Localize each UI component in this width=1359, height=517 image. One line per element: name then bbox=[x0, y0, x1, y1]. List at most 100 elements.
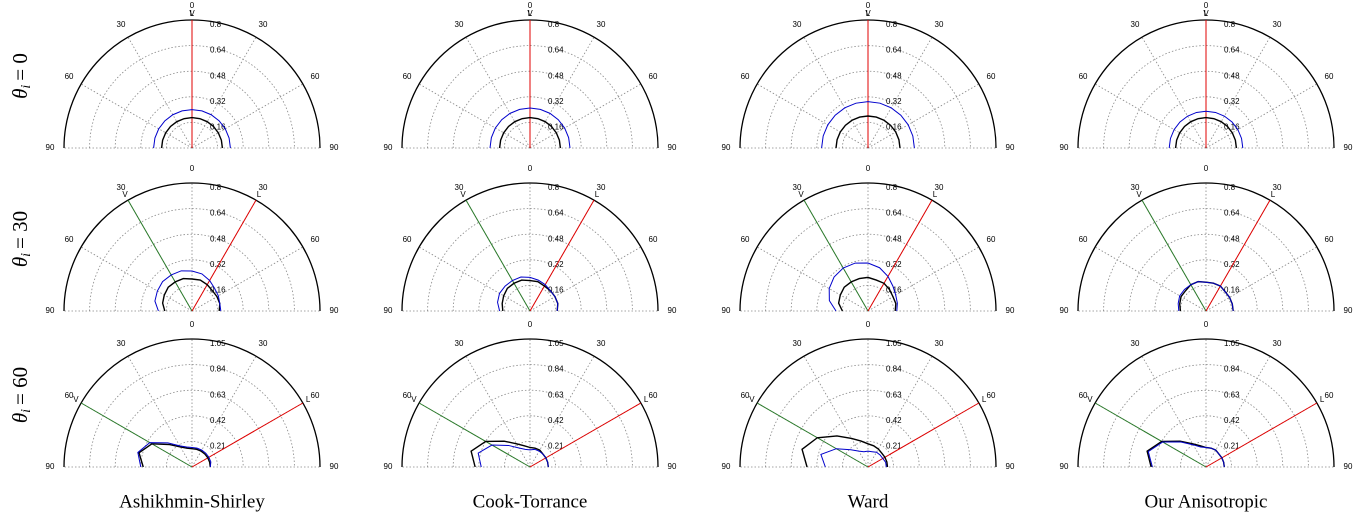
grid-ring bbox=[427, 208, 633, 312]
theta-tick-label: 90 bbox=[46, 306, 55, 315]
grid-ring bbox=[89, 45, 295, 149]
r-tick-label: 1.05 bbox=[210, 339, 226, 348]
grid-ring bbox=[89, 208, 295, 312]
r-tick-label: 0.63 bbox=[210, 390, 226, 399]
r-tick-label: 0.32 bbox=[548, 260, 564, 269]
r-tick-label: 0.48 bbox=[886, 234, 902, 243]
brdf-curve bbox=[137, 442, 212, 468]
brdf-curve bbox=[498, 116, 562, 149]
grid-spoke bbox=[1141, 36, 1207, 149]
theta-tick-label: 60 bbox=[1079, 235, 1088, 244]
theta-tick-label: 30 bbox=[793, 339, 802, 348]
grid-spoke bbox=[529, 83, 642, 149]
r-tick-label: 0.16 bbox=[210, 286, 226, 295]
grid-spoke bbox=[418, 83, 531, 149]
r-tick-label: 0.16 bbox=[548, 123, 564, 132]
grid-ring bbox=[765, 45, 971, 149]
r-tick-label: 0.84 bbox=[210, 365, 226, 374]
r-tick-label: 0.32 bbox=[210, 260, 226, 269]
theta-tick-label: 60 bbox=[403, 391, 412, 400]
brdf-curve bbox=[161, 277, 221, 312]
theta-tick-label: 0 bbox=[866, 320, 871, 329]
grid-spoke bbox=[1205, 355, 1271, 468]
outer-ring bbox=[401, 182, 659, 312]
theta-tick-label: 90 bbox=[46, 143, 55, 152]
theta-tick-label: 60 bbox=[987, 235, 996, 244]
row-subscript: i bbox=[19, 409, 34, 413]
grid-ring bbox=[140, 259, 244, 312]
brdf-curve bbox=[154, 270, 222, 312]
view-label: V bbox=[1203, 9, 1209, 18]
grid-spoke bbox=[803, 355, 869, 468]
r-tick-label: 0.21 bbox=[210, 442, 226, 451]
r-tick-label: 0.63 bbox=[1224, 390, 1240, 399]
light-label: L bbox=[982, 395, 987, 404]
r-tick-label: 0.32 bbox=[210, 97, 226, 106]
r-tick-label: 1.05 bbox=[1224, 339, 1240, 348]
brdf-curve bbox=[1174, 116, 1238, 149]
grid-spoke bbox=[756, 83, 869, 149]
grid-spoke bbox=[803, 36, 869, 149]
grid-spoke bbox=[191, 36, 257, 149]
grid-ring bbox=[816, 415, 920, 468]
theta-tick-label: 30 bbox=[793, 20, 802, 29]
r-tick-label: 0.8 bbox=[1224, 20, 1236, 29]
theta-tick-label: 60 bbox=[1325, 235, 1334, 244]
light-direction bbox=[867, 402, 980, 468]
grid-spoke bbox=[867, 83, 980, 149]
theta-tick-label: 30 bbox=[259, 20, 268, 29]
theta-tick-label: 30 bbox=[455, 183, 464, 192]
outer-ring bbox=[1077, 182, 1335, 312]
grid-spoke bbox=[191, 355, 257, 468]
r-tick-label: 0.8 bbox=[210, 183, 222, 192]
light-direction bbox=[191, 199, 257, 312]
theta-tick-label: 60 bbox=[987, 72, 996, 81]
light-direction bbox=[529, 402, 642, 468]
theta-tick-label: 30 bbox=[597, 339, 606, 348]
theta-tick-label: 30 bbox=[1273, 20, 1282, 29]
light-direction bbox=[1205, 199, 1271, 312]
theta-tick-label: 90 bbox=[330, 306, 339, 315]
brdf-curve bbox=[138, 443, 211, 468]
r-tick-label: 0.48 bbox=[1224, 234, 1240, 243]
light-label: L bbox=[1320, 395, 1325, 404]
r-tick-label: 0.48 bbox=[886, 71, 902, 80]
theta-tick-label: 90 bbox=[668, 462, 677, 471]
r-tick-label: 0.32 bbox=[548, 97, 564, 106]
theta-tick-label: 90 bbox=[384, 306, 393, 315]
grid-ring bbox=[816, 96, 920, 149]
theta-tick-label: 30 bbox=[117, 183, 126, 192]
grid-spoke bbox=[529, 355, 595, 468]
grid-ring bbox=[1103, 45, 1309, 149]
view-label: V bbox=[865, 9, 871, 18]
r-tick-label: 0.32 bbox=[1224, 97, 1240, 106]
grid-spoke bbox=[1094, 246, 1207, 312]
theta-tick-label: 0 bbox=[190, 1, 195, 10]
theta-tick-label: 60 bbox=[649, 72, 658, 81]
r-tick-label: 0.84 bbox=[886, 365, 902, 374]
grid-ring bbox=[452, 389, 608, 468]
grid-spoke bbox=[80, 83, 193, 149]
view-label: V bbox=[798, 190, 804, 199]
brdf-curve bbox=[828, 262, 898, 312]
grid-ring bbox=[1154, 415, 1258, 468]
light-direction bbox=[529, 199, 595, 312]
view-label: V bbox=[527, 9, 533, 18]
r-tick-label: 0.8 bbox=[548, 183, 560, 192]
r-tick-label: 0.42 bbox=[1224, 416, 1240, 425]
r-tick-label: 0.48 bbox=[1224, 71, 1240, 80]
row-symbol: θ bbox=[8, 413, 32, 423]
theta-tick-label: 0 bbox=[528, 320, 533, 329]
grid-spoke bbox=[867, 36, 933, 149]
light-direction bbox=[191, 402, 304, 468]
outer-ring bbox=[63, 182, 321, 312]
view-direction bbox=[465, 199, 531, 312]
theta-tick-label: 30 bbox=[259, 183, 268, 192]
grid-spoke bbox=[191, 246, 304, 312]
theta-tick-label: 90 bbox=[1060, 462, 1069, 471]
r-tick-label: 0.63 bbox=[886, 390, 902, 399]
theta-tick-label: 30 bbox=[597, 183, 606, 192]
row-label: θi = 0 bbox=[8, 53, 34, 99]
view-label: V bbox=[189, 9, 195, 18]
view-direction bbox=[1094, 402, 1207, 468]
